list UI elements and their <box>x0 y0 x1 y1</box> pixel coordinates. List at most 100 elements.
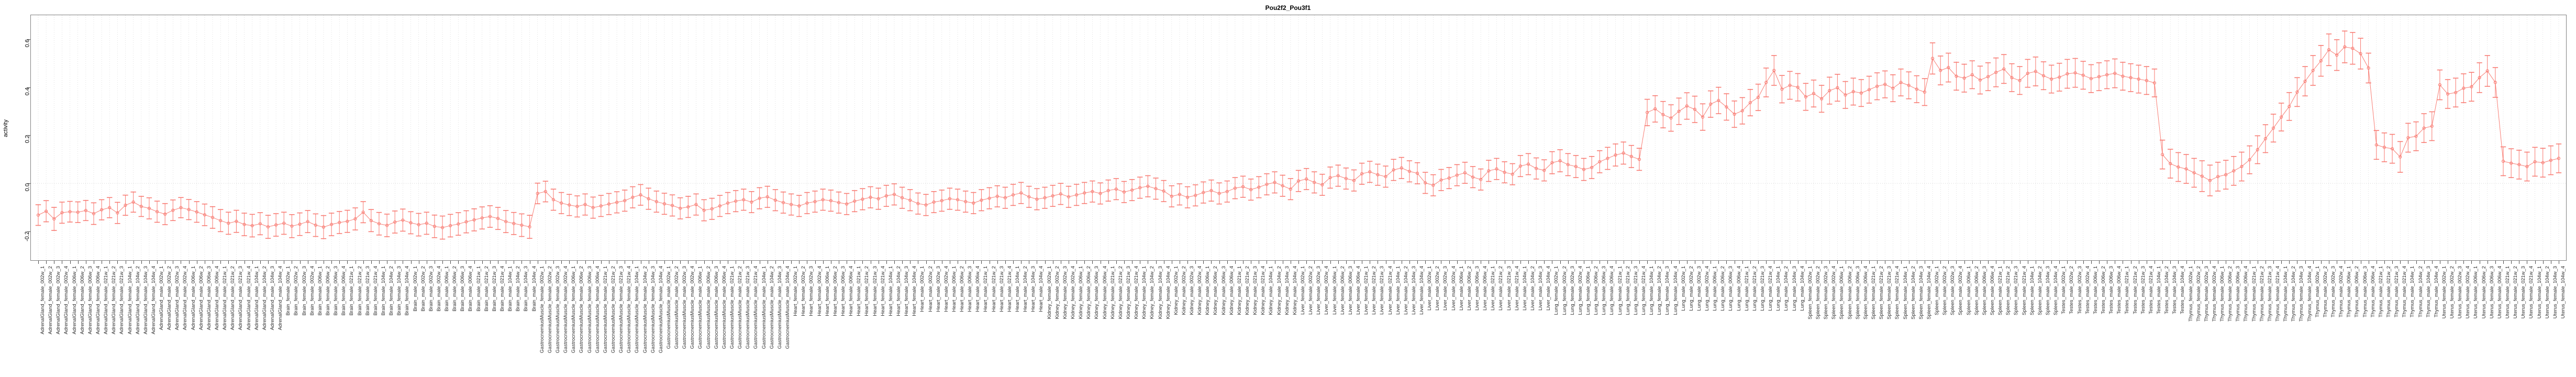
data-point <box>1598 160 1602 163</box>
x-tick-label: Liver_female_104w_1 <box>1395 266 1401 315</box>
data-point <box>861 197 864 201</box>
x-tick-label: Lung_female_104w_2 <box>1657 266 1663 315</box>
x-tick-label: Thymus_male_021w_2 <box>2385 266 2392 318</box>
data-point <box>2454 91 2458 94</box>
x-tick-mark <box>1869 261 1870 264</box>
x-tick-mark <box>632 261 634 264</box>
x-tick-label: Thymus_female_006w_3 <box>2235 266 2241 322</box>
data-point <box>156 210 159 214</box>
data-point <box>258 222 262 226</box>
x-tick-mark <box>1528 261 1529 264</box>
x-tick-label: Testes_male_002w_2 <box>2069 266 2075 314</box>
data-point <box>1970 73 1974 76</box>
data-point <box>543 190 547 193</box>
x-tick-label: Uterus_female_104w_4 <box>2560 266 2566 319</box>
x-tick-label: Lung_female_104w_3 <box>1664 266 1671 315</box>
data-point <box>2399 155 2402 159</box>
x-tick-label: Brain_female_104w_2 <box>388 266 395 316</box>
data-point <box>647 197 650 201</box>
data-point <box>2271 126 2275 130</box>
x-tick-mark <box>2392 261 2393 264</box>
x-tick-label: Lung_male_006w_1 <box>1712 266 1718 311</box>
x-tick-label: Brain_female_021w_1 <box>349 266 355 316</box>
x-tick-mark <box>1901 261 1902 264</box>
x-tick-label: AdrenalGland_female_002w_3 <box>55 266 62 335</box>
x-tick-label: Testes_male_104w_2 <box>2164 266 2170 314</box>
data-point <box>1360 172 1364 175</box>
x-tick-label: GastrocnemiusMuscle_female_002w_4 <box>563 266 569 353</box>
x-tick-mark <box>1496 261 1497 264</box>
data-point <box>1162 189 1165 193</box>
x-tick-mark <box>2424 261 2425 264</box>
x-tick-label: Heart_female_006w_2 <box>832 266 838 316</box>
x-tick-label: Uterus_female_104w_1 <box>2536 266 2542 319</box>
data-point <box>187 208 191 212</box>
data-point <box>2557 157 2561 160</box>
x-tick-mark <box>2186 261 2187 264</box>
data-point <box>1550 161 1554 164</box>
x-tick-mark <box>70 261 71 264</box>
data-point <box>2018 79 2022 82</box>
x-tick-mark <box>1330 261 1331 264</box>
y-tick-mark <box>27 231 30 232</box>
data-point <box>1455 173 1459 177</box>
data-point <box>2256 148 2259 151</box>
data-point <box>116 211 119 215</box>
x-tick-label: AdrenalGland_female_104w_3 <box>142 266 149 335</box>
data-point <box>1772 69 1776 72</box>
data-point <box>1939 69 1942 72</box>
x-tick-label: Lung_male_021w_3 <box>1760 266 1766 311</box>
data-point <box>2295 90 2299 94</box>
x-tick-mark <box>894 261 895 264</box>
data-point <box>290 224 294 228</box>
data-point <box>1289 187 1292 191</box>
data-point <box>2263 137 2267 140</box>
x-tick-mark <box>1726 261 1727 264</box>
x-tick-label: Liver_male_006w_1 <box>1458 266 1464 311</box>
x-tick-mark <box>664 261 665 264</box>
x-tick-mark <box>1560 261 1561 264</box>
data-point <box>346 219 349 223</box>
data-point <box>2485 69 2489 73</box>
data-point <box>528 225 531 229</box>
x-tick-mark <box>1417 261 1418 264</box>
x-tick-label: Spleen_male_006w_2 <box>1973 266 1980 316</box>
data-point <box>1257 185 1261 189</box>
x-tick-mark <box>1718 261 1719 264</box>
data-point <box>1122 190 1126 194</box>
x-tick-mark <box>490 261 491 264</box>
x-tick-mark <box>2241 261 2242 264</box>
x-tick-label: Brain_male_002w_4 <box>436 266 442 312</box>
data-point <box>1891 86 1895 90</box>
x-tick-mark <box>1964 261 1965 264</box>
x-tick-label: Brain_female_006w_2 <box>325 266 331 316</box>
data-point <box>980 198 983 202</box>
data-point <box>1804 95 1807 99</box>
x-tick-label: Lung_male_002w_2 <box>1688 266 1694 311</box>
x-tick-label: Kidney_male_021w_4 <box>1260 266 1267 315</box>
x-tick-label: Brain_male_021w_3 <box>491 266 497 312</box>
x-tick-label: Brain_female_006w_1 <box>317 266 323 316</box>
data-point <box>1733 112 1736 116</box>
x-tick-label: Thymus_female_002w_2 <box>2195 266 2202 322</box>
x-tick-label: Brain_male_002w_3 <box>428 266 434 312</box>
x-tick-mark <box>379 261 380 264</box>
x-tick-label: Kidney_female_104w_1 <box>1141 266 1148 319</box>
x-tick-label: Brain_female_006w_4 <box>341 266 347 316</box>
x-tick-label: Kidney_female_104w_4 <box>1165 266 1171 319</box>
x-tick-mark <box>2273 261 2274 264</box>
data-point <box>1384 175 1387 179</box>
data-point <box>568 203 571 207</box>
x-tick-label: Thymus_male_021w_4 <box>2402 266 2408 318</box>
x-tick-mark <box>268 261 269 264</box>
data-point <box>480 216 484 220</box>
data-point <box>742 198 746 202</box>
x-tick-label: Kidney_female_006w_3 <box>1094 266 1100 319</box>
x-tick-mark <box>1211 261 1212 264</box>
data-point <box>1495 167 1498 171</box>
data-point <box>2010 76 2014 80</box>
data-point <box>876 197 880 201</box>
x-tick-label: Heart_female_002w_3 <box>808 266 815 316</box>
data-point <box>1677 109 1681 113</box>
x-tick-mark <box>2098 261 2100 264</box>
